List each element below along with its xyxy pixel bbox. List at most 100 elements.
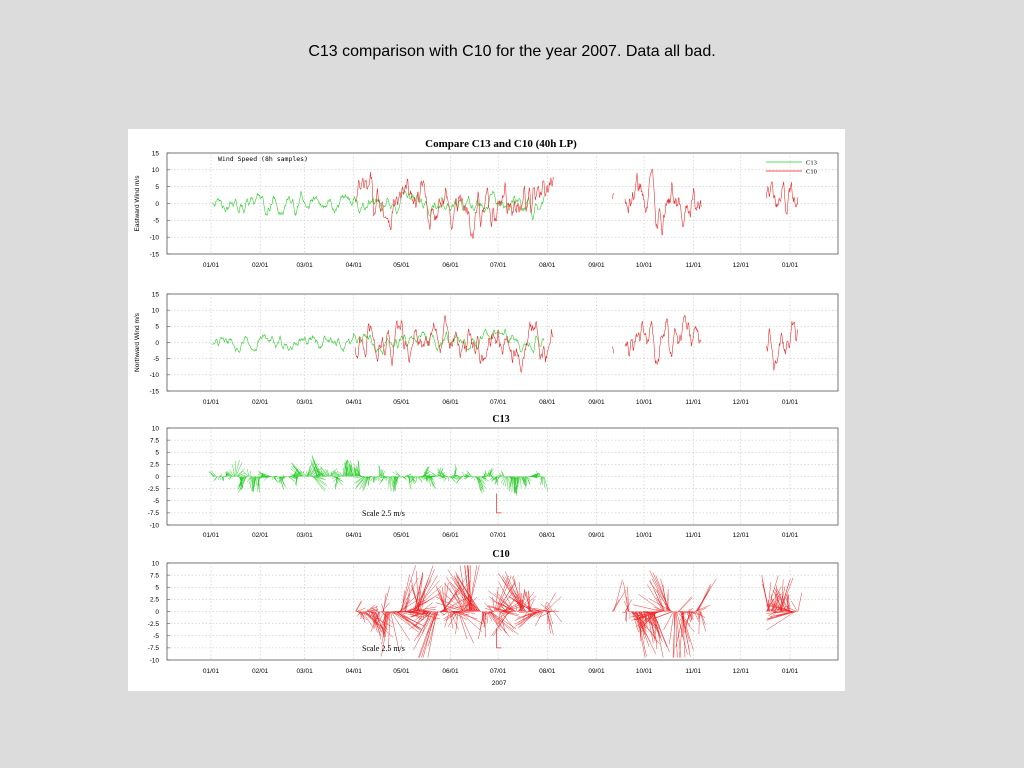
- x-tick-label: 03/01: [296, 532, 313, 539]
- wind-vector-c13: [505, 476, 507, 487]
- wind-vector-c13: [450, 476, 456, 483]
- wind-vector-c13: [311, 456, 320, 477]
- wind-vector-c13: [514, 476, 519, 494]
- wind-vector-c13: [263, 476, 270, 478]
- wind-vector-c10: [781, 597, 791, 612]
- wind-vector-c13: [323, 469, 328, 477]
- wind-vector-c10: [418, 586, 421, 612]
- x-tick-label: 01/01: [203, 399, 220, 406]
- wind-vector-c13: [443, 476, 449, 483]
- wind-vector-c10: [613, 579, 623, 612]
- wind-vector-c10: [536, 611, 544, 617]
- x-tick-label: 03/01: [296, 262, 313, 269]
- wind-vector-c13: [362, 476, 368, 490]
- wind-vector-c13: [501, 470, 504, 477]
- wind-vector-c13: [272, 476, 276, 481]
- wind-vector-c13: [389, 476, 392, 492]
- wind-vector-c10: [663, 611, 674, 631]
- wind-vector-c10: [684, 611, 690, 633]
- wind-vector-c13: [251, 476, 253, 492]
- wind-vector-c13: [311, 463, 319, 477]
- x-tick-label: 05/01: [393, 262, 410, 269]
- wind-vector-c13: [320, 465, 328, 477]
- x-tick-label: 08/01: [539, 262, 556, 269]
- series-line-c10: [765, 321, 799, 371]
- wind-vector-c10: [367, 609, 369, 612]
- wind-vector-c13: [523, 476, 525, 485]
- wind-vector-c13: [310, 459, 319, 477]
- wind-vector-c13: [415, 476, 417, 480]
- wind-vector-c13: [437, 472, 447, 477]
- x-tick-label: 01/01: [203, 668, 220, 675]
- wind-vector-c10: [535, 611, 543, 627]
- wind-vector-c10: [421, 602, 433, 612]
- wind-vector-c10: [769, 603, 792, 612]
- wind-vector-c10: [776, 611, 797, 617]
- wind-vector-c13: [237, 476, 245, 488]
- wind-vector-c13: [319, 469, 327, 477]
- wind-vector-c10: [679, 611, 686, 622]
- wind-vector-c13: [517, 476, 521, 488]
- wind-vector-c13: [467, 471, 472, 477]
- x-tick-label: 08/01: [539, 668, 556, 675]
- wind-vector-c13: [459, 476, 463, 480]
- wind-vector-c10: [442, 573, 470, 612]
- wind-vector-c10: [487, 590, 516, 612]
- x-tick-label: 09/01: [588, 399, 605, 406]
- wind-vector-c13: [495, 476, 500, 483]
- wind-vector-c13: [480, 476, 487, 482]
- wind-vector-c10: [361, 611, 366, 623]
- wind-vector-c10: [625, 606, 629, 612]
- wind-vector-c13: [330, 471, 333, 477]
- wind-vector-c13: [356, 476, 367, 488]
- wind-vector-c13: [522, 476, 525, 482]
- x-tick-label: 10/01: [636, 399, 653, 406]
- wind-vector-c10: [423, 610, 430, 612]
- wind-vector-c13: [501, 473, 505, 477]
- wind-vector-c10: [693, 611, 700, 623]
- wind-vector-c10: [417, 578, 429, 612]
- wind-vector-c13: [341, 474, 343, 477]
- wind-vector-c10: [632, 604, 663, 612]
- wind-vector-c10: [497, 580, 516, 612]
- wind-vector-c13: [543, 476, 549, 492]
- x-tick-label: 03/01: [296, 399, 313, 406]
- wind-vector-c13: [412, 476, 415, 479]
- wind-vector-c10: [685, 611, 687, 614]
- wind-vector-c13: [395, 476, 400, 482]
- wind-vector-c10: [484, 607, 495, 612]
- wind-vector-c13: [419, 476, 425, 480]
- x-tick-label: 12/01: [733, 668, 750, 675]
- wind-vector-c10: [653, 606, 666, 612]
- wind-vector-c13: [313, 467, 318, 477]
- wind-vector-c13: [500, 473, 503, 477]
- wind-vector-c13: [234, 461, 237, 477]
- wind-vector-c10: [435, 596, 466, 612]
- wind-vector-c13: [336, 470, 342, 477]
- wind-vector-c10: [477, 611, 485, 640]
- wind-vector-c10: [445, 611, 458, 621]
- wind-vector-c10: [455, 571, 467, 612]
- legend-entry: C13: [806, 159, 817, 166]
- wind-vector-c10: [381, 603, 385, 612]
- plot-frame: [166, 293, 839, 392]
- wind-vector-c13: [292, 465, 303, 477]
- wind-vector-c10: [419, 610, 428, 612]
- wind-vector-c13: [247, 469, 250, 477]
- wind-vector-c10: [378, 611, 385, 622]
- wind-vector-c13: [454, 473, 457, 477]
- wind-vector-c10: [439, 611, 449, 613]
- wind-vector-c10: [405, 594, 411, 612]
- wind-vector-c10: [669, 611, 675, 644]
- wind-vector-c13: [240, 474, 248, 477]
- wind-vector-c10: [519, 611, 535, 613]
- wind-vector-c10: [529, 611, 541, 616]
- wind-vector-c10: [408, 611, 434, 630]
- wind-vector-c13: [396, 473, 402, 477]
- wind-vector-c13: [533, 476, 538, 478]
- wind-vector-c10: [512, 599, 534, 612]
- wind-vector-c10: [528, 590, 531, 612]
- wind-vector-c10: [697, 583, 711, 612]
- wind-vector-c10: [362, 611, 375, 629]
- wind-vector-c13: [290, 473, 300, 477]
